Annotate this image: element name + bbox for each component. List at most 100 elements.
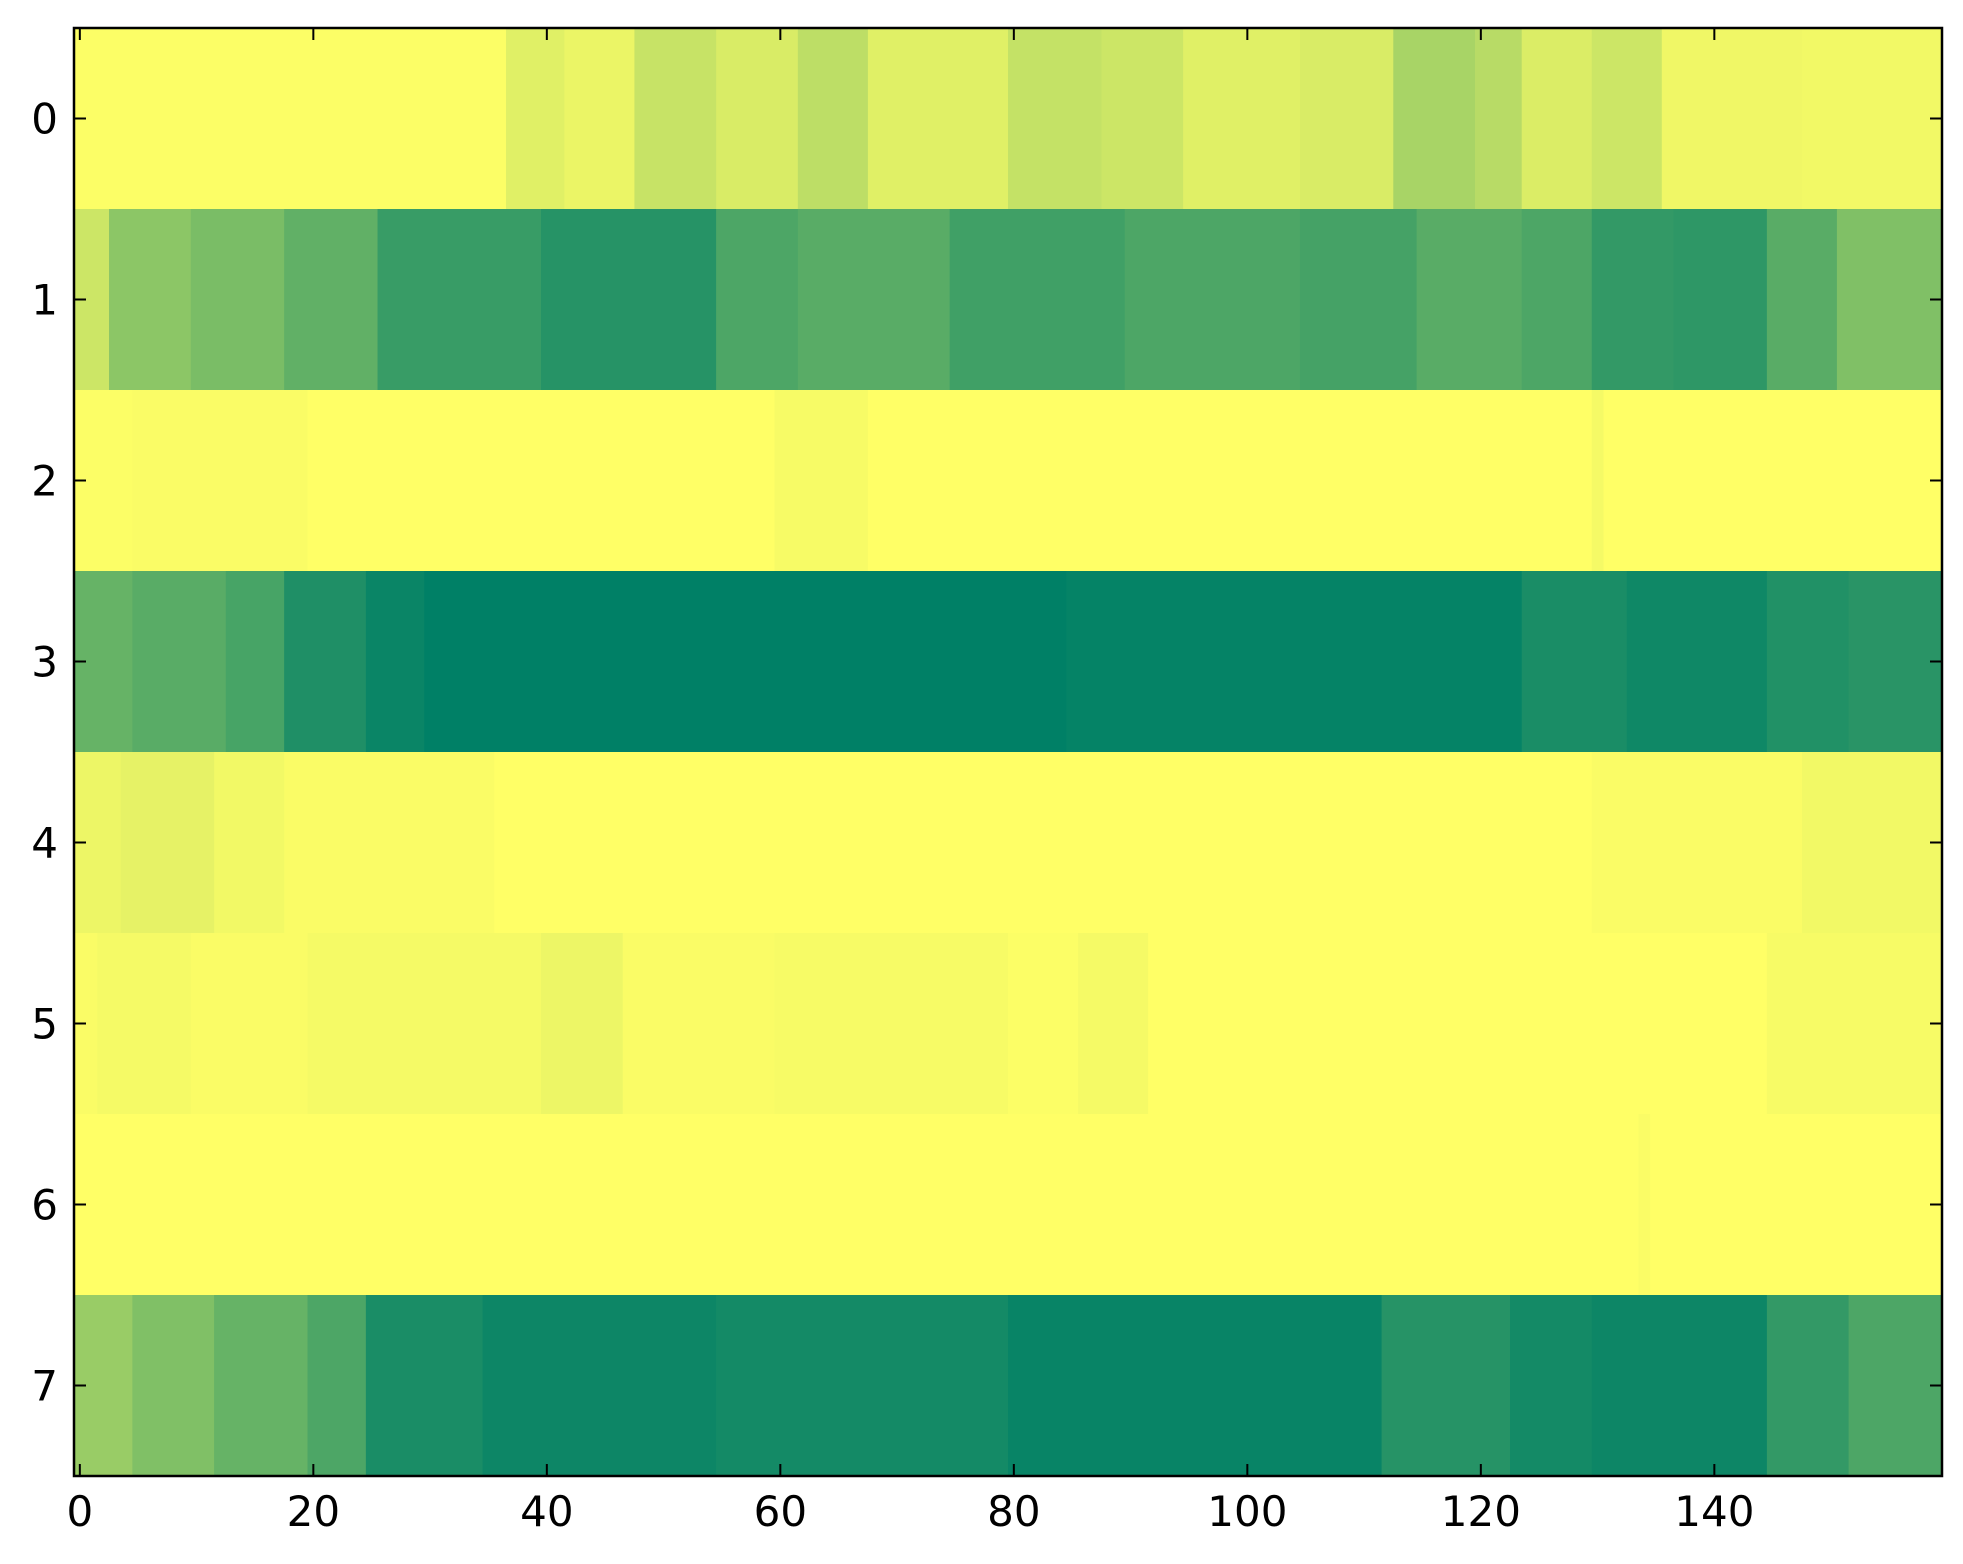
heatmap-cell-r3-s6 <box>1066 571 1523 753</box>
heatmap-cell-r5-s7 <box>1008 933 1079 1115</box>
y-tick-label-7: 7 <box>31 1362 58 1411</box>
y-tick-label-3: 3 <box>31 638 58 687</box>
heatmap-cell-r1-s16 <box>1836 209 1943 391</box>
heatmap-cell-r1-s1 <box>109 209 192 391</box>
heatmap-cell-r6-s2 <box>1650 1114 1943 1296</box>
heatmap-cell-r7-s1 <box>132 1295 215 1477</box>
heatmap-cell-r0-s9 <box>1183 28 1301 210</box>
heatmap-cell-r0-s6 <box>867 28 1009 210</box>
x-tick-label-100: 100 <box>1207 1487 1287 1536</box>
heatmap-cell-r1-s7 <box>797 209 951 391</box>
x-tick-label-20: 20 <box>287 1487 340 1536</box>
heatmap-cell-r0-s12 <box>1475 28 1523 210</box>
heatmap-cell-r7-s9 <box>1510 1295 1593 1477</box>
heatmap-cell-r6-s0 <box>74 1114 1640 1296</box>
heatmap-cell-r3-s7 <box>1521 571 1628 753</box>
heatmap-cell-r2-s1 <box>132 390 309 572</box>
heatmap-cell-r7-s7 <box>1008 1295 1383 1477</box>
heatmap-cell-r0-s1 <box>505 28 565 210</box>
heatmap-cell-r6-s1 <box>1638 1114 1651 1296</box>
y-tick-label-5: 5 <box>31 1000 58 1049</box>
heatmap-cell-r1-s2 <box>190 209 285 391</box>
heatmap-cell-r2-s6 <box>1603 390 1943 572</box>
heatmap-cell-r0-s0 <box>74 28 507 210</box>
heatmap-cell-r5-s10 <box>1766 933 1943 1115</box>
heatmap-cell-r3-s8 <box>1626 571 1768 753</box>
heatmap-cell-r4-s6 <box>1801 752 1943 934</box>
heatmap-cell-r7-s10 <box>1591 1295 1768 1477</box>
heatmap-cell-r0-s5 <box>797 28 869 210</box>
heatmap-cell-r0-s11 <box>1393 28 1476 210</box>
heatmap-cell-r0-s2 <box>564 28 635 210</box>
heatmap-cell-r2-s3 <box>774 390 869 572</box>
y-tick-label-4: 4 <box>31 819 58 868</box>
heatmap-cell-r3-s4 <box>365 571 425 753</box>
heatmap-cell-r5-s2 <box>190 933 309 1115</box>
heatmap-cell-r7-s8 <box>1381 1295 1511 1477</box>
heatmap-cell-r2-s2 <box>307 390 776 572</box>
heatmap-cell-r0-s14 <box>1591 28 1663 210</box>
x-tick-label-0: 0 <box>66 1487 93 1536</box>
axis-ticks <box>74 28 1942 1476</box>
heatmap-cell-r4-s3 <box>284 752 495 934</box>
heatmap-cell-r5-s8 <box>1078 933 1149 1115</box>
heatmap-cell-r7-s6 <box>716 1295 1009 1477</box>
heatmap-cell-r1-s4 <box>377 209 542 391</box>
heatmap-cell-r7-s12 <box>1848 1295 1943 1477</box>
heatmap-cell-r3-s9 <box>1766 571 1850 753</box>
heatmap-cell-r0-s15 <box>1661 28 1803 210</box>
heatmap-cell-r3-s2 <box>225 571 285 753</box>
heatmap-cell-r1-s8 <box>949 209 1126 391</box>
heatmap-cell-r0-s16 <box>1801 28 1943 210</box>
x-tick-label-120: 120 <box>1441 1487 1521 1536</box>
x-tick-label-60: 60 <box>754 1487 807 1536</box>
heatmap-cell-r5-s9 <box>1148 933 1768 1115</box>
plot-frame <box>72 26 1944 1478</box>
heatmap-cell-r3-s1 <box>132 571 227 753</box>
heatmap-cell-r7-s4 <box>365 1295 484 1477</box>
heatmap-cell-r7-s2 <box>214 1295 309 1477</box>
heatmap-cell-r5-s4 <box>541 933 624 1115</box>
heatmap-cell-r4-s5 <box>1591 752 1803 934</box>
heatmap-cell-r5-s6 <box>774 933 1009 1115</box>
heatmap-cell-r4-s2 <box>214 752 285 934</box>
heatmap-cell-r5-s3 <box>307 933 542 1115</box>
y-tick-label-1: 1 <box>31 276 58 325</box>
heatmap-cell-r1-s9 <box>1124 209 1301 391</box>
heatmap-cell-r0-s3 <box>634 28 717 210</box>
heatmap-cell-r0-s7 <box>1008 28 1102 210</box>
y-tick-label-2: 2 <box>31 457 58 506</box>
heatmap-cell-r7-s3 <box>307 1295 367 1477</box>
heatmap-cell-r4-s4 <box>494 752 1593 934</box>
heatmap-cell-r1-s14 <box>1673 209 1768 391</box>
heatmap-cell-r5-s5 <box>622 933 776 1115</box>
heatmap-cell-r1-s12 <box>1521 209 1593 391</box>
heatmap-cell-r1-s5 <box>541 209 717 391</box>
heatmap-cell-r1-s10 <box>1299 209 1418 391</box>
heatmap-cell-r1-s11 <box>1416 209 1523 391</box>
heatmap-cell-r3-s10 <box>1848 571 1943 753</box>
heatmap-cell-r0-s13 <box>1521 28 1593 210</box>
x-tick-label-80: 80 <box>987 1487 1040 1536</box>
heatmap-cell-r2-s4 <box>867 390 1593 572</box>
heatmap-cell-r0-s10 <box>1299 28 1394 210</box>
heatmap-cell-r1-s6 <box>716 209 799 391</box>
heatmap-cell-r0-s4 <box>716 28 799 210</box>
x-tick-labels: 0 20 40 60 80 100 120 140 <box>66 1487 1754 1536</box>
x-tick-label-40: 40 <box>520 1487 573 1536</box>
heatmap-cell-r4-s1 <box>120 752 215 934</box>
heatmap-cells <box>74 28 1943 1477</box>
heatmap-cell-r1-s15 <box>1766 209 1838 391</box>
y-tick-label-0: 0 <box>31 95 58 144</box>
heatmap-cell-r1-s3 <box>284 209 379 391</box>
heatmap-cell-r5-s1 <box>97 933 192 1115</box>
heatmap-cell-r7-s11 <box>1766 1295 1850 1477</box>
heatmap-cell-r2-s5 <box>1591 390 1605 572</box>
y-tick-labels: 0 1 2 3 4 5 6 7 <box>31 95 58 1411</box>
heatmap-cell-r7-s5 <box>482 1295 717 1477</box>
y-tick-label-6: 6 <box>31 1181 58 1230</box>
heatmap-cell-r3-s5 <box>424 571 1067 753</box>
heatmap-cell-r3-s3 <box>284 571 367 753</box>
x-tick-label-140: 140 <box>1674 1487 1754 1536</box>
